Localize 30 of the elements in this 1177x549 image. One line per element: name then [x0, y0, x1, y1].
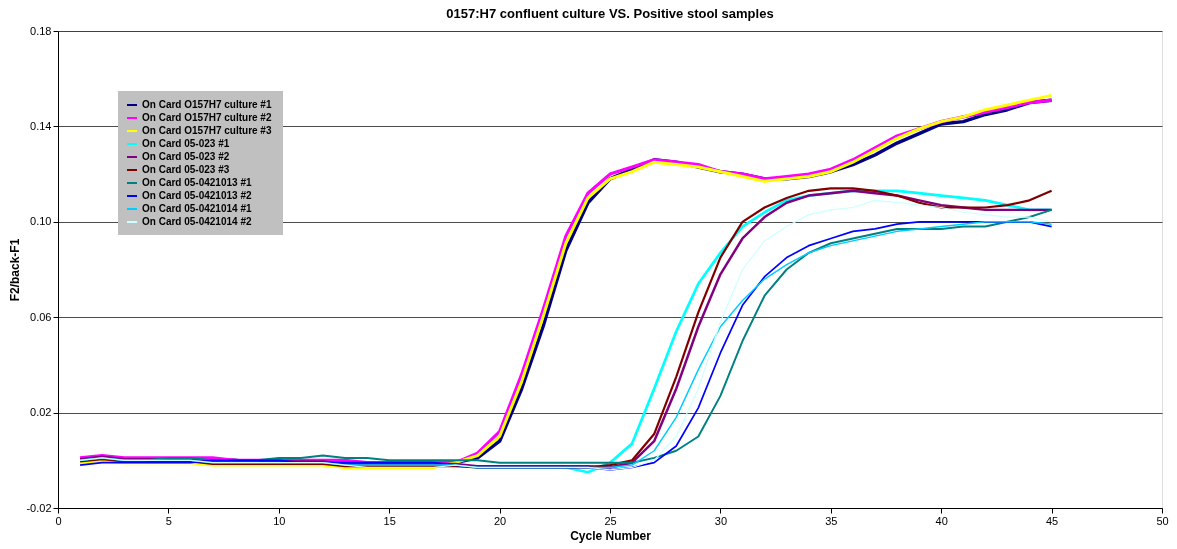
y-tick-label: -0.02: [26, 501, 52, 514]
x-axis-title: Cycle Number: [570, 528, 652, 543]
x-tick-label: 50: [1156, 514, 1169, 527]
x-tick-label: 0: [55, 514, 62, 527]
x-tick-label: 10: [273, 514, 286, 527]
legend-label: On Card 05-0421013 #1: [142, 177, 252, 188]
legend-label: On Card 05-023 #2: [142, 151, 230, 162]
legend-label: On Card 05-0421013 #2: [142, 190, 252, 201]
legend-label: On Card O157H7 culture #3: [142, 125, 272, 136]
y-axis-title: F2/back-F1: [8, 238, 23, 302]
x-tick-label: 25: [604, 514, 617, 527]
legend-label: On Card 05-0421014 #2: [142, 216, 252, 227]
legend-label: On Card 05-023 #1: [142, 138, 230, 149]
x-tick-label: 45: [1045, 514, 1059, 527]
x-tick-label: 15: [383, 514, 396, 527]
x-tick-label: 40: [935, 514, 948, 527]
x-tick-label: 35: [825, 514, 838, 527]
y-tick-label: 0.14: [30, 119, 52, 132]
y-tick-label: 0.10: [30, 215, 52, 228]
y-tick-label: 0.18: [30, 24, 52, 37]
y-tick-label: 0.02: [30, 406, 52, 419]
x-tick-label: 5: [165, 514, 172, 527]
x-tick-label: 30: [714, 514, 728, 527]
legend-label: On Card 05-0421014 #1: [142, 203, 252, 214]
x-tick-label: 20: [493, 514, 507, 527]
legend-label: On Card O157H7 culture #2: [142, 112, 272, 123]
chart-title: 0157:H7 confluent culture VS. Positive stool samples: [446, 6, 774, 21]
y-tick-label: 0.06: [30, 310, 52, 323]
legend-label: On Card O157H7 culture #1: [142, 99, 272, 110]
legend-label: On Card 05-023 #3: [142, 164, 230, 175]
